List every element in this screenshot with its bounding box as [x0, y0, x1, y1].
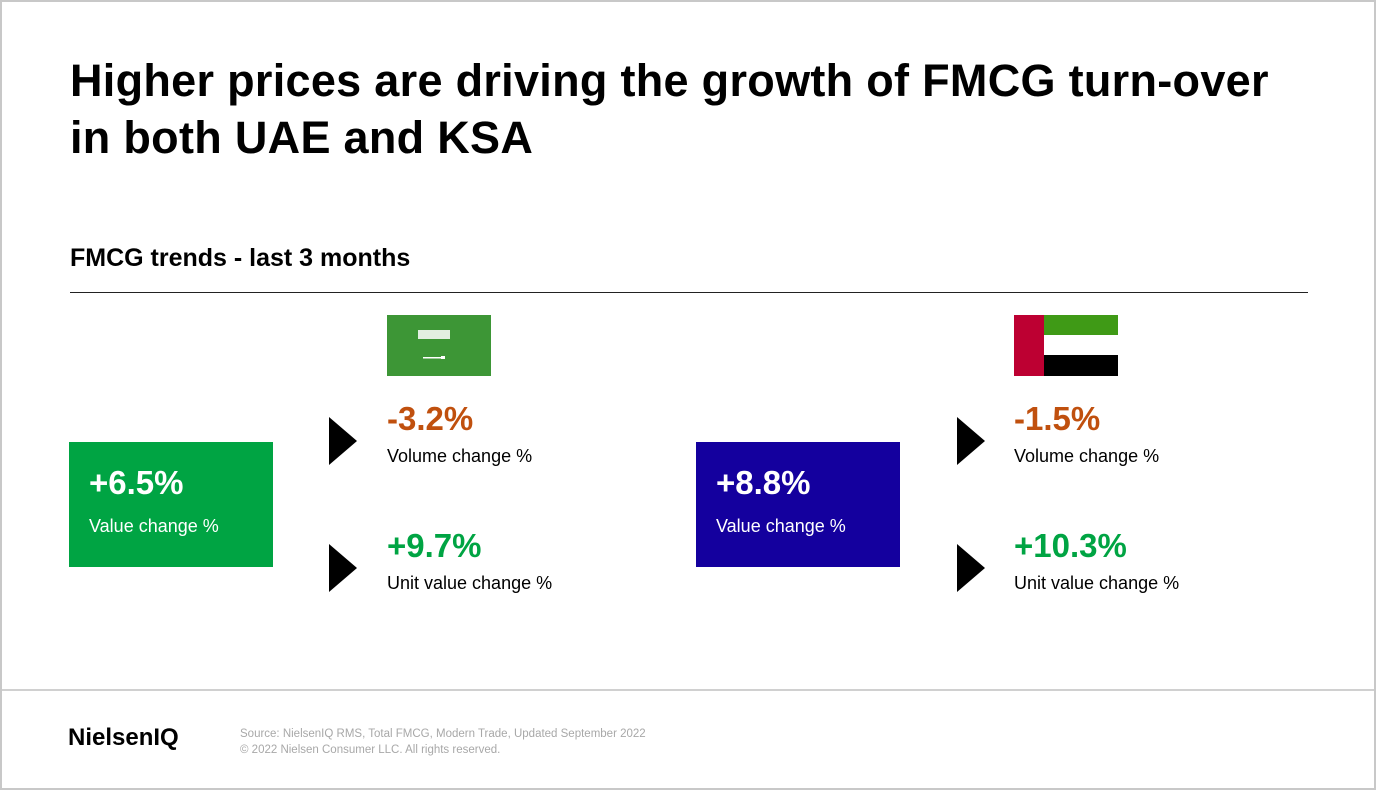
uae-flag-icon: [1014, 315, 1118, 376]
uae-value-label: Value change %: [716, 516, 846, 536]
source-note: Source: NielsenIQ RMS, Total FMCG, Moder…: [240, 726, 646, 758]
ksa-volume-value: -3.2%: [387, 400, 474, 437]
uae-value-change: +8.8%: [716, 464, 811, 501]
divider: [70, 292, 1308, 293]
source-text: Source: NielsenIQ RMS, Total FMCG, Moder…: [240, 728, 646, 740]
uae-unit-value-value: +10.3%: [1014, 527, 1127, 564]
arrow-right-icon: [957, 417, 985, 465]
ksa-value-change: +6.5%: [89, 464, 184, 501]
section-subtitle: FMCG trends - last 3 months: [70, 244, 411, 272]
arrow-right-icon: [329, 544, 357, 592]
uae-value-change-box: +8.8% Value change %: [696, 442, 900, 567]
ksa-unit-value: +9.7% Unit value change %: [387, 527, 552, 594]
ksa-volume-label: Volume change %: [387, 446, 533, 466]
page-title: Higher prices are driving the growth of …: [70, 55, 1269, 163]
ksa-value-label: Value change %: [89, 516, 219, 536]
nielseniq-logo: NielsenIQ: [68, 724, 179, 751]
uae-unit-value: +10.3% Unit value change %: [1014, 527, 1179, 594]
uae-unit-value-label: Unit value change %: [1014, 573, 1180, 593]
ksa-volume: -3.2% Volume change %: [387, 400, 532, 467]
saudi-arabia-flag-icon: [387, 315, 491, 376]
ksa-value-change-box: +6.5% Value change %: [69, 442, 273, 567]
footer-divider: [2, 689, 1374, 691]
uae-volume-label: Volume change %: [1014, 446, 1160, 466]
uae-volume: -1.5% Volume change %: [1014, 400, 1159, 467]
uae-volume-value: -1.5%: [1014, 400, 1101, 437]
copyright-text: © 2022 Nielsen Consumer LLC. All rights …: [240, 744, 501, 756]
ksa-unit-value-label: Unit value change %: [387, 573, 553, 593]
arrow-right-icon: [957, 544, 985, 592]
ksa-unit-value-value: +9.7%: [387, 527, 482, 564]
arrow-right-icon: [329, 417, 357, 465]
